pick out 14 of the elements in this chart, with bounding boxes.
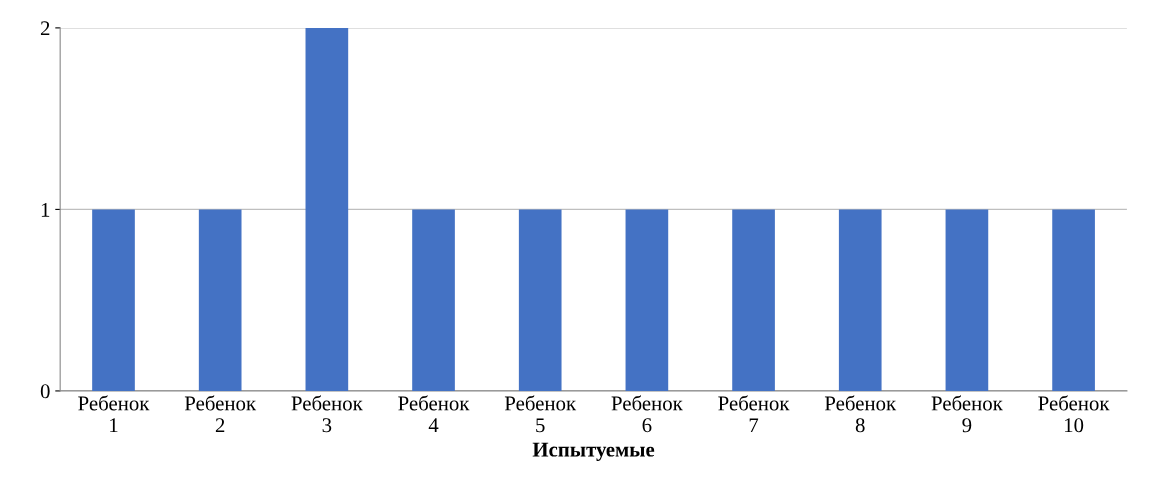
x-tick-label: Ребенок 9 (931, 395, 1003, 433)
y-tick-label: 1 (41, 202, 50, 217)
x-tick-label: Ребенок 3 (291, 395, 363, 433)
x-tick-label: Ребенок 7 (718, 395, 790, 433)
x-tick-label: Ребенок 5 (504, 395, 577, 433)
x-tick-label: Ребенок 8 (824, 395, 897, 433)
y-tick-label: 2 (40, 21, 50, 36)
y-tick-label: 0 (40, 384, 50, 399)
x-tick-label: Ребенок 6 (611, 395, 683, 433)
x-tick-label: Ребенок 2 (184, 395, 257, 433)
x-tick-label: Ребенок 10 (1038, 395, 1110, 433)
x-tick-label: Ребенок 1 (78, 395, 150, 433)
x-axis-title: Испытуемые (532, 442, 655, 461)
x-tick-label: Ребенок 4 (398, 395, 470, 433)
